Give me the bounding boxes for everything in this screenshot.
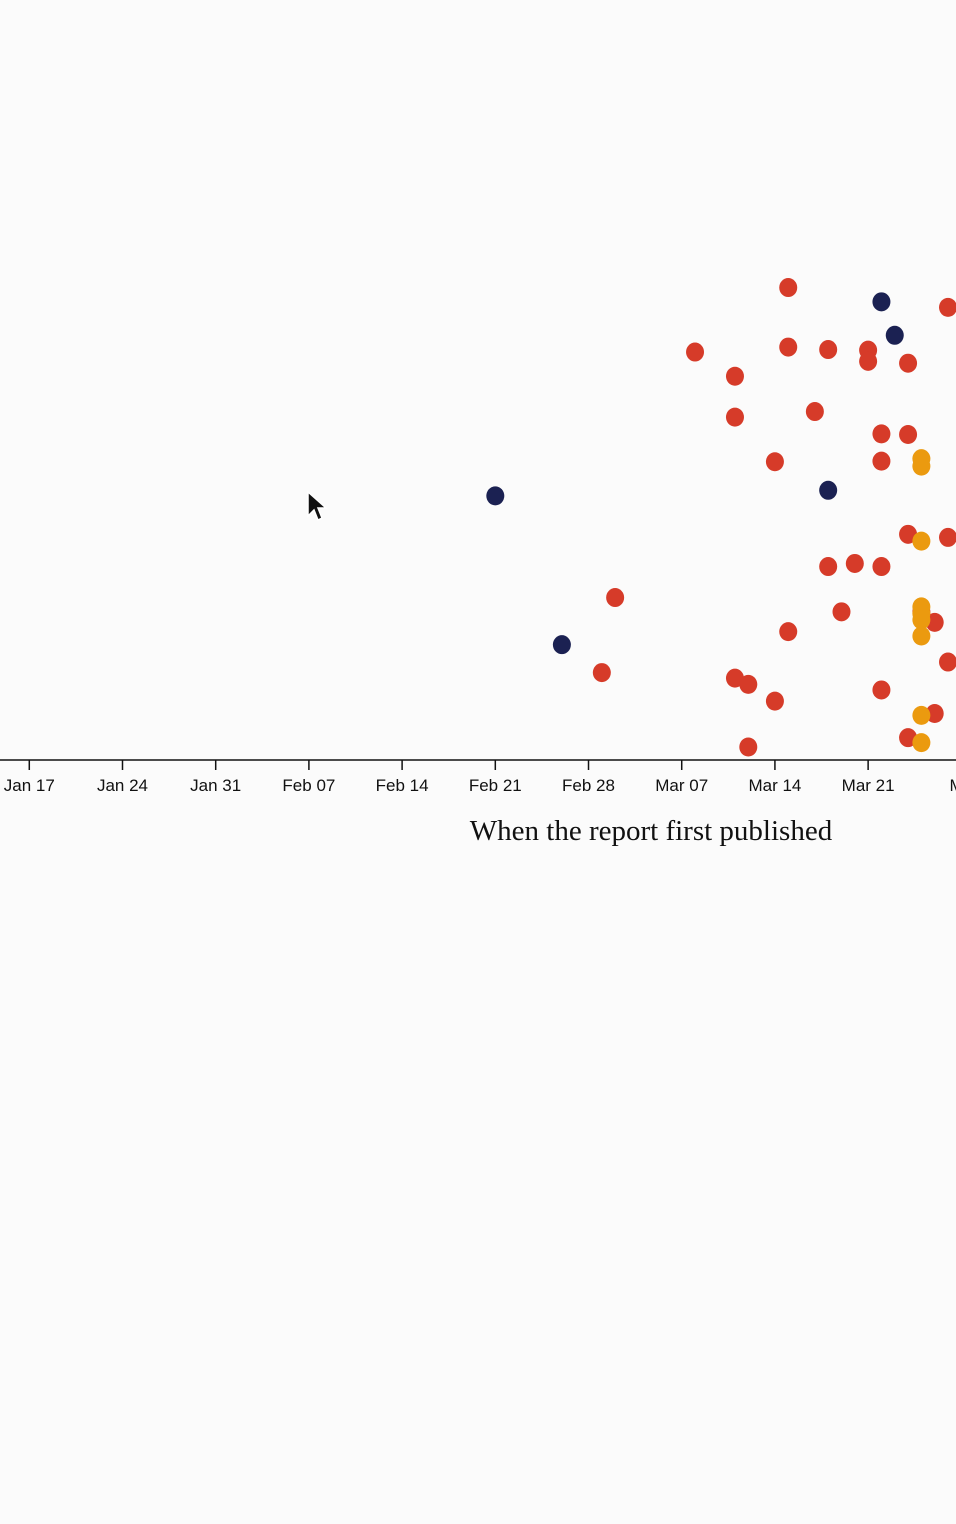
data-point-red[interactable] <box>845 553 864 573</box>
mouse-cursor-icon <box>307 490 328 522</box>
x-tick-label: Jan 17 <box>4 776 55 795</box>
data-point-red[interactable] <box>805 402 824 422</box>
data-point-red[interactable] <box>899 353 918 373</box>
data-point-orange[interactable] <box>912 610 931 630</box>
x-axis-title: When the report first published <box>470 815 833 847</box>
data-point-navy[interactable] <box>885 325 904 345</box>
data-point-red[interactable] <box>899 524 918 544</box>
x-tick-label: Ma <box>950 776 956 795</box>
data-point-red[interactable] <box>606 588 625 608</box>
data-point-red[interactable] <box>925 612 944 632</box>
x-tick-label: Feb 21 <box>469 776 522 795</box>
points-layer <box>486 278 956 757</box>
data-point-red[interactable] <box>725 366 744 386</box>
x-tick-label: Jan 31 <box>190 776 241 795</box>
x-tick-label: Feb 14 <box>376 776 429 795</box>
x-axis: Jan 17 Jan 24 Jan 31 Feb 07 Feb 14 Feb 21 Feb … <box>0 759 956 795</box>
data-point-navy[interactable] <box>819 480 838 500</box>
data-point-orange[interactable] <box>912 626 931 646</box>
data-point-navy[interactable] <box>486 486 505 506</box>
data-point-red[interactable] <box>592 663 611 683</box>
data-point-red[interactable] <box>779 278 798 298</box>
data-point-red[interactable] <box>872 557 891 577</box>
data-point-red[interactable] <box>872 424 891 444</box>
data-point-red[interactable] <box>939 652 956 672</box>
data-point-red[interactable] <box>939 297 956 317</box>
data-point-red[interactable] <box>739 674 758 694</box>
data-point-red[interactable] <box>779 337 798 357</box>
data-point-orange[interactable] <box>912 733 931 753</box>
data-point-orange[interactable] <box>912 705 931 725</box>
x-tick-label: Mar 21 <box>842 776 895 795</box>
data-point-red[interactable] <box>686 342 705 362</box>
data-point-orange[interactable] <box>912 531 931 551</box>
data-point-red[interactable] <box>859 351 878 371</box>
data-point-red[interactable] <box>872 451 891 471</box>
x-tick-label: Feb 07 <box>282 776 335 795</box>
data-point-navy[interactable] <box>552 635 571 655</box>
x-tick-label: Feb 28 <box>562 776 615 795</box>
data-point-navy[interactable] <box>872 292 891 312</box>
data-point-red[interactable] <box>779 622 798 642</box>
data-point-red[interactable] <box>819 340 838 360</box>
data-point-red[interactable] <box>819 557 838 577</box>
data-point-red[interactable] <box>725 407 744 427</box>
data-point-red[interactable] <box>872 680 891 700</box>
data-point-orange[interactable] <box>912 456 931 476</box>
x-tick-label: Mar 07 <box>655 776 708 795</box>
x-tick-label: Mar 14 <box>748 776 801 795</box>
data-point-red[interactable] <box>765 691 784 711</box>
data-point-red[interactable] <box>765 452 784 472</box>
data-point-red[interactable] <box>832 602 851 622</box>
x-tick-label: Jan 24 <box>97 776 148 795</box>
data-point-red[interactable] <box>939 527 956 547</box>
data-point-red[interactable] <box>739 737 758 757</box>
data-point-red[interactable] <box>925 704 944 723</box>
data-point-red[interactable] <box>899 425 918 444</box>
